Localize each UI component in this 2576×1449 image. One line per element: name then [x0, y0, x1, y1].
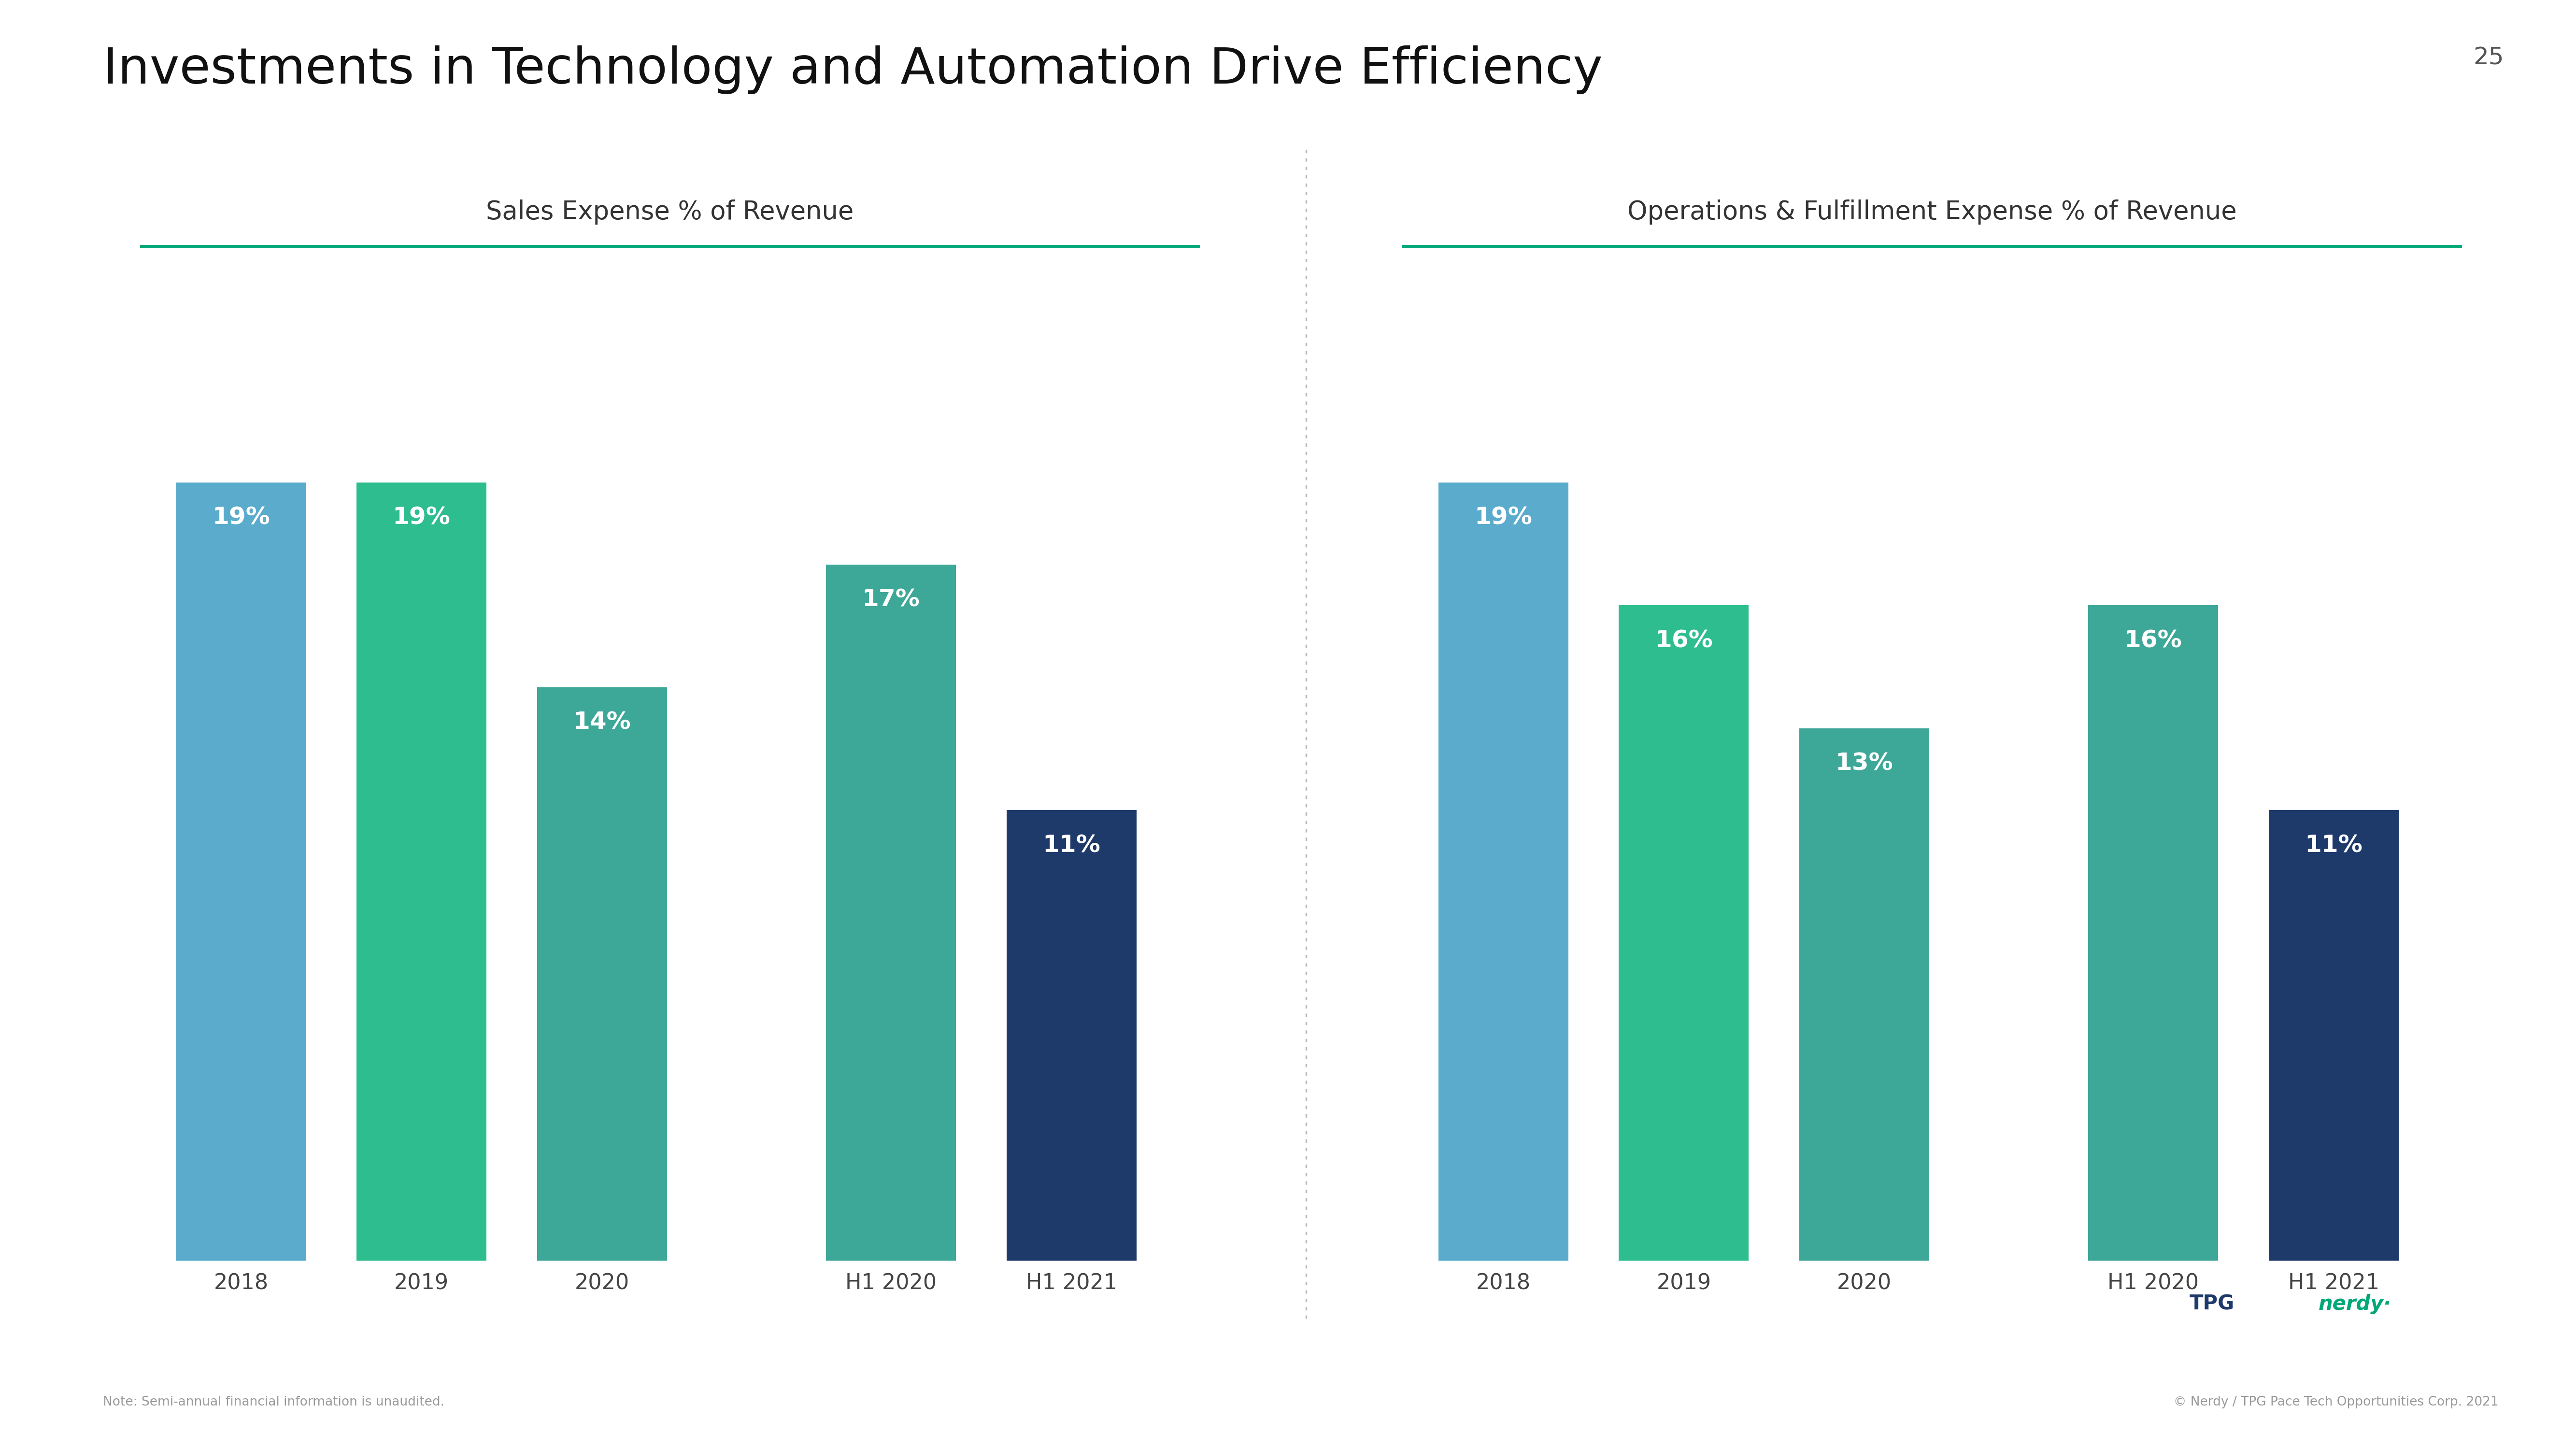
Text: 13%: 13%	[1834, 752, 1893, 775]
Text: nerdy·: nerdy·	[2318, 1294, 2391, 1314]
Bar	[536, 687, 667, 1261]
Text: 11%: 11%	[1043, 833, 1100, 856]
Bar	[175, 483, 307, 1261]
Bar	[2089, 606, 2218, 1261]
Bar	[2269, 810, 2398, 1261]
Text: Investments in Technology and Automation Drive Efficiency: Investments in Technology and Automation…	[103, 45, 1602, 94]
Text: 19%: 19%	[392, 506, 451, 529]
Text: 16%: 16%	[1654, 629, 1713, 652]
Text: 19%: 19%	[211, 506, 270, 529]
Bar	[1007, 810, 1136, 1261]
Text: 19%: 19%	[1473, 506, 1533, 529]
Text: Sales Expense % of Revenue: Sales Expense % of Revenue	[487, 200, 853, 225]
Text: 11%: 11%	[2306, 833, 2362, 856]
Text: Note: Semi-annual financial information is unaudited.: Note: Semi-annual financial information …	[103, 1395, 446, 1408]
Bar	[827, 565, 956, 1261]
Bar	[1798, 729, 1929, 1261]
Text: Operations & Fulfillment Expense % of Revenue: Operations & Fulfillment Expense % of Re…	[1628, 200, 2236, 225]
Bar	[355, 483, 487, 1261]
Bar	[1437, 483, 1569, 1261]
Text: © Nerdy / TPG Pace Tech Opportunities Corp. 2021: © Nerdy / TPG Pace Tech Opportunities Co…	[2174, 1395, 2499, 1408]
Text: 16%: 16%	[2125, 629, 2182, 652]
Text: 14%: 14%	[572, 711, 631, 735]
Bar	[1618, 606, 1749, 1261]
Text: 25: 25	[2473, 46, 2504, 70]
Text: 17%: 17%	[863, 588, 920, 611]
Text: TPG: TPG	[2190, 1294, 2236, 1314]
